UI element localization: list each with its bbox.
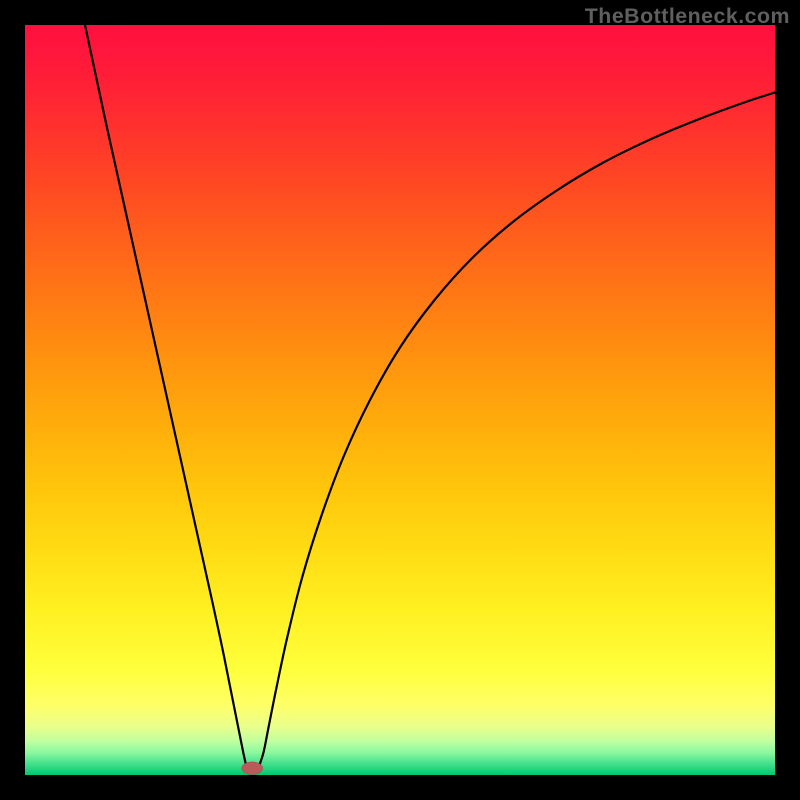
plot-area: [25, 25, 775, 775]
gradient-background: [25, 25, 775, 775]
bottleneck-marker: [242, 762, 263, 775]
chart-frame: TheBottleneck.com: [0, 0, 800, 800]
plot-svg: [25, 25, 775, 775]
